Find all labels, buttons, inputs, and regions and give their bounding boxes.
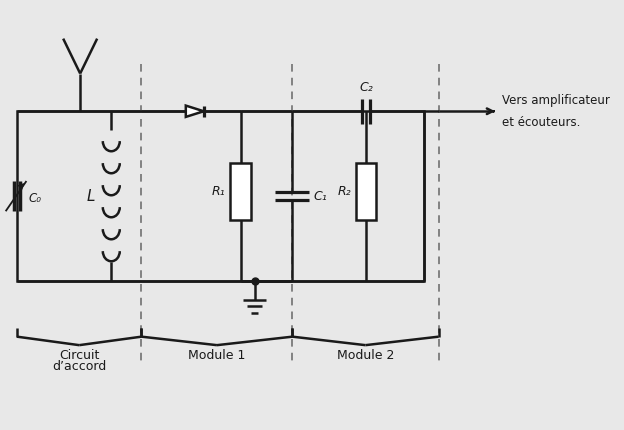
- Bar: [356, 163, 376, 220]
- Text: L: L: [86, 189, 95, 204]
- Text: d’accord: d’accord: [52, 360, 106, 373]
- Text: C₁: C₁: [313, 190, 327, 203]
- Text: R₂: R₂: [337, 185, 351, 198]
- Text: Circuit: Circuit: [59, 349, 99, 362]
- Text: et écouteurs.: et écouteurs.: [502, 116, 580, 129]
- Polygon shape: [186, 106, 203, 117]
- Bar: [230, 163, 251, 220]
- Bar: [17, 111, 424, 281]
- Text: Module 2: Module 2: [337, 349, 394, 362]
- Text: R₁: R₁: [212, 185, 225, 198]
- Text: Module 1: Module 1: [188, 349, 246, 362]
- Text: C₀: C₀: [28, 191, 41, 205]
- Text: Vers amplificateur: Vers amplificateur: [502, 94, 610, 107]
- Text: C₂: C₂: [359, 81, 373, 94]
